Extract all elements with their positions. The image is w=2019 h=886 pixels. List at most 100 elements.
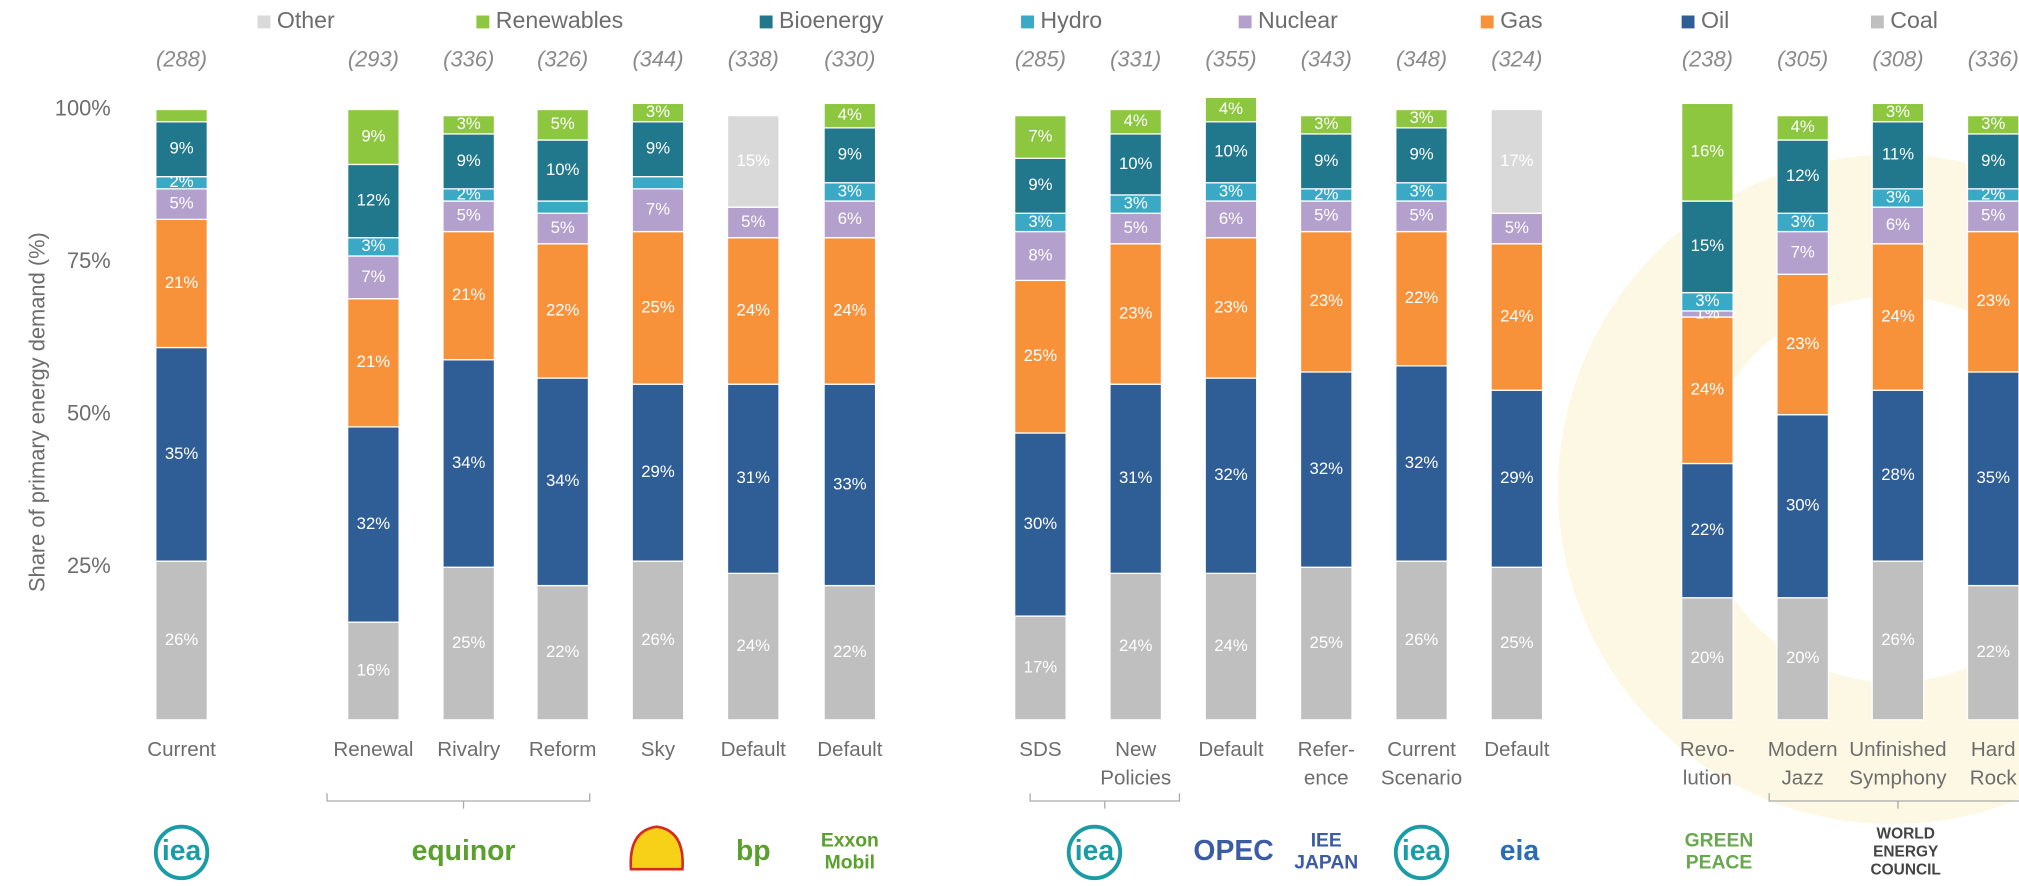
bar-segment bbox=[536, 584, 590, 721]
y-axis-label: Share of primary energy demand (%) bbox=[24, 232, 49, 592]
segment-label: 21% bbox=[357, 352, 391, 371]
segment-label: 7% bbox=[1028, 126, 1052, 145]
segment-label: 5% bbox=[457, 206, 481, 225]
bar-segment bbox=[1395, 200, 1448, 233]
bar-segment bbox=[1299, 371, 1353, 568]
bar-segment bbox=[347, 621, 400, 721]
x-tick-label: Current bbox=[147, 738, 216, 761]
segment-label: 9% bbox=[646, 139, 670, 158]
bar-total: (338) bbox=[728, 46, 779, 71]
logo-text: equinor bbox=[412, 835, 516, 867]
segment-label: 23% bbox=[1310, 291, 1344, 310]
segment-label: 32% bbox=[1310, 459, 1344, 478]
legend-swatch bbox=[1021, 15, 1034, 29]
x-tick-label: Default bbox=[721, 738, 787, 761]
bar-segment bbox=[1776, 230, 1830, 275]
bar-segment bbox=[1299, 566, 1353, 721]
bar-segment bbox=[823, 127, 877, 184]
segment-label: 6% bbox=[1886, 215, 1910, 234]
bar-total: (324) bbox=[1491, 46, 1542, 71]
segment-label: 24% bbox=[1881, 306, 1915, 325]
bar-segment bbox=[631, 383, 685, 562]
bar-segment bbox=[1871, 121, 1925, 190]
bar-segment bbox=[631, 175, 685, 190]
bar-segment bbox=[1204, 572, 1258, 721]
bar-segment bbox=[536, 108, 590, 141]
segment-label: 3% bbox=[646, 102, 670, 121]
logo-text: OPEC bbox=[1193, 835, 1273, 867]
legend-label: Bioenergy bbox=[779, 7, 884, 33]
segment-label: 5% bbox=[1981, 206, 2005, 225]
bar-segment bbox=[1014, 432, 1067, 617]
group-brackets bbox=[326, 793, 2019, 809]
segment-label: 28% bbox=[1881, 465, 1915, 484]
bar-total: (336) bbox=[1968, 46, 2019, 71]
segment-label: 12% bbox=[357, 190, 391, 209]
bar-segment bbox=[442, 359, 496, 568]
segment-label: 5% bbox=[1505, 218, 1529, 237]
segment-label: 22% bbox=[833, 642, 867, 661]
logo-text: Mobil bbox=[825, 853, 875, 874]
bar-segment bbox=[442, 114, 496, 135]
bar-total: (348) bbox=[1396, 46, 1447, 71]
logo-text: Exxon bbox=[821, 831, 879, 852]
segment-label: 32% bbox=[357, 514, 391, 533]
bar-segment bbox=[823, 237, 877, 385]
logo-ring bbox=[1066, 824, 1123, 881]
bar-segment bbox=[1680, 200, 1734, 294]
segment-label: 4% bbox=[1219, 99, 1243, 118]
bar-segment bbox=[1014, 114, 1067, 159]
segment-label: 24% bbox=[1119, 636, 1153, 655]
segment-label: 9% bbox=[169, 139, 193, 158]
segment-label: 30% bbox=[1024, 514, 1058, 533]
legend-label: Oil bbox=[1701, 7, 1729, 33]
bar-segment bbox=[1490, 108, 1544, 214]
segment-label: 9% bbox=[1314, 151, 1338, 170]
bar-segment bbox=[536, 139, 590, 202]
bar-segment bbox=[1204, 237, 1258, 379]
segment-label: 24% bbox=[737, 300, 771, 319]
segment-label: 9% bbox=[361, 126, 385, 145]
bar-segment bbox=[1776, 114, 1830, 141]
y-tick-label: 50% bbox=[67, 400, 111, 425]
bar-total: (308) bbox=[1872, 46, 1923, 71]
segment-label: 9% bbox=[838, 145, 862, 164]
bar-total: (336) bbox=[443, 46, 494, 71]
logo-text: ENERGY bbox=[1873, 844, 1939, 861]
logo-text: WORLD bbox=[1877, 826, 1935, 843]
shell-logo bbox=[629, 825, 684, 871]
bracket bbox=[1768, 793, 2019, 809]
x-tick-label: Refer- bbox=[1298, 738, 1355, 761]
bar-segment bbox=[347, 255, 400, 300]
bracket bbox=[326, 793, 591, 809]
segment-label: 3% bbox=[1886, 187, 1910, 206]
bar-segment bbox=[1109, 133, 1163, 196]
bar-segment bbox=[1776, 273, 1830, 416]
legend-swatch bbox=[1238, 15, 1252, 29]
segment-label: 16% bbox=[1691, 142, 1725, 161]
segment-label: 3% bbox=[361, 236, 385, 255]
segment-label: 3% bbox=[1219, 181, 1243, 200]
segment-label: 3% bbox=[1124, 194, 1148, 213]
segment-label: 9% bbox=[1409, 145, 1433, 164]
segment-label: 25% bbox=[1024, 346, 1058, 365]
bar-total: (330) bbox=[824, 46, 875, 71]
bar-segment bbox=[536, 243, 590, 379]
bar-segment bbox=[1299, 114, 1353, 135]
segment-label: 5% bbox=[551, 114, 575, 133]
bar-segment bbox=[347, 426, 400, 623]
segment-label: 16% bbox=[357, 660, 391, 679]
x-tick-label: Symphony bbox=[1849, 767, 1947, 790]
x-tick-label: Policies bbox=[1100, 767, 1171, 790]
segment-label: 22% bbox=[1691, 520, 1725, 539]
x-tick-label: Default bbox=[817, 738, 883, 761]
segment-label: 22% bbox=[546, 642, 580, 661]
legend-label: Renewables bbox=[496, 7, 623, 33]
segment-label: 3% bbox=[1886, 102, 1910, 121]
x-tick-label: Scenario bbox=[1381, 767, 1462, 790]
segment-label: 5% bbox=[741, 212, 765, 231]
segment-label: 3% bbox=[1791, 212, 1815, 231]
segment-label: 6% bbox=[1219, 209, 1243, 228]
segment-label: 4% bbox=[1124, 111, 1148, 130]
bar-segment bbox=[1395, 365, 1448, 562]
